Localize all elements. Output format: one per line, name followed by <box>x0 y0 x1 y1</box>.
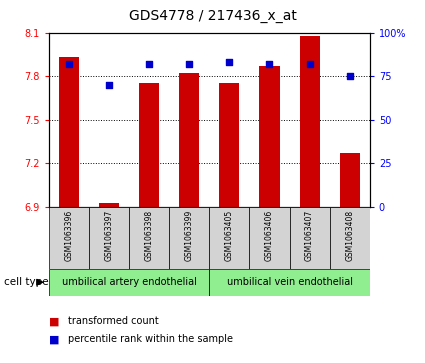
Text: GSM1063408: GSM1063408 <box>345 210 354 261</box>
Text: percentile rank within the sample: percentile rank within the sample <box>68 334 233 344</box>
Bar <box>330 207 370 269</box>
Text: umbilical artery endothelial: umbilical artery endothelial <box>62 277 196 287</box>
Text: ■: ■ <box>49 334 60 344</box>
Point <box>65 61 72 67</box>
Bar <box>340 153 360 207</box>
Text: GSM1063398: GSM1063398 <box>144 210 154 261</box>
Bar <box>89 207 129 269</box>
Bar <box>139 83 159 207</box>
Point <box>266 61 273 67</box>
Text: GSM1063397: GSM1063397 <box>105 210 113 261</box>
Point <box>146 61 153 67</box>
Text: cell type: cell type <box>4 277 49 287</box>
Bar <box>249 207 289 269</box>
Bar <box>49 269 209 296</box>
Bar <box>300 36 320 207</box>
Text: GSM1063399: GSM1063399 <box>185 210 194 261</box>
Point <box>346 73 353 79</box>
Text: GSM1063406: GSM1063406 <box>265 210 274 261</box>
Bar <box>169 207 209 269</box>
Bar <box>209 207 249 269</box>
Text: GSM1063396: GSM1063396 <box>65 210 74 261</box>
Bar <box>49 207 89 269</box>
Text: transformed count: transformed count <box>68 316 159 326</box>
Bar <box>209 269 370 296</box>
Bar <box>289 207 330 269</box>
Bar <box>129 207 169 269</box>
Text: umbilical vein endothelial: umbilical vein endothelial <box>227 277 352 287</box>
Bar <box>259 66 280 207</box>
Bar <box>219 83 239 207</box>
Point <box>226 60 233 65</box>
Bar <box>179 73 199 207</box>
Bar <box>59 57 79 207</box>
Point <box>306 61 313 67</box>
Text: ■: ■ <box>49 316 60 326</box>
Point <box>186 61 193 67</box>
Bar <box>99 203 119 207</box>
Text: GDS4778 / 217436_x_at: GDS4778 / 217436_x_at <box>128 9 296 23</box>
Point <box>106 82 113 88</box>
Text: GSM1063407: GSM1063407 <box>305 210 314 261</box>
Text: GSM1063405: GSM1063405 <box>225 210 234 261</box>
